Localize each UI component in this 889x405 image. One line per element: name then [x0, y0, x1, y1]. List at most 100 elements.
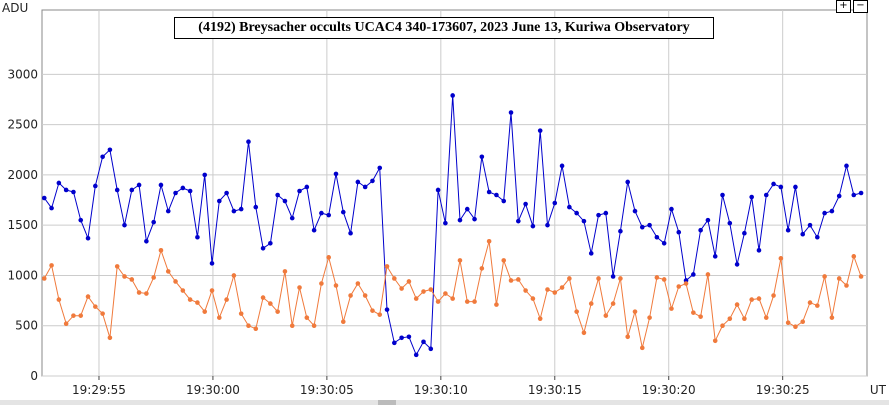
data-point [829, 315, 835, 320]
data-point [406, 334, 412, 340]
y-tick-label: 3000 [7, 67, 38, 81]
data-point [450, 296, 455, 301]
data-point [486, 238, 492, 244]
y-tick-label: 1000 [7, 268, 38, 282]
data-point [421, 289, 426, 294]
data-point [844, 283, 849, 288]
data-point [829, 208, 835, 214]
data-point [756, 296, 762, 301]
x-tick-label: 19:30:20 [642, 383, 696, 397]
data-point [647, 315, 652, 320]
data-point [793, 324, 798, 330]
data-point [238, 206, 244, 212]
data-point [282, 269, 288, 274]
data-point [756, 248, 762, 253]
data-point [326, 255, 331, 260]
data-point [136, 182, 142, 188]
data-point [705, 272, 711, 277]
data-point [370, 178, 375, 184]
data-point [195, 234, 200, 240]
data-point [355, 281, 361, 286]
data-point [224, 297, 229, 302]
data-point [289, 215, 295, 221]
data-point [114, 187, 120, 193]
data-point [187, 188, 193, 194]
data-point [705, 217, 711, 223]
data-point [421, 339, 426, 345]
data-point [49, 205, 54, 211]
data-point [41, 195, 47, 201]
data-point [100, 311, 105, 316]
data-point [268, 240, 273, 246]
data-point [319, 210, 324, 216]
y-tick-label: 500 [15, 319, 38, 333]
x-tick-label: 19:30:15 [528, 383, 582, 397]
data-point [144, 238, 149, 244]
data-point [793, 184, 798, 190]
data-point [669, 306, 674, 311]
data-point [319, 281, 324, 286]
data-point [443, 291, 448, 296]
data-point [603, 313, 609, 318]
data-point [494, 192, 499, 198]
data-point [610, 301, 616, 306]
data-point [625, 334, 631, 340]
data-point [114, 264, 120, 269]
data-point [49, 263, 54, 268]
data-point [698, 227, 703, 233]
data-point [392, 340, 397, 346]
zoom-in-button[interactable]: + [836, 0, 851, 13]
data-point [683, 281, 689, 286]
data-point [844, 163, 849, 169]
data-point [231, 208, 237, 214]
data-point [545, 222, 550, 228]
data-point [311, 227, 317, 233]
data-point [567, 204, 572, 210]
data-point [537, 128, 543, 133]
data-point [698, 314, 703, 319]
data-point [326, 212, 331, 218]
data-point [625, 179, 631, 185]
zoom-out-button[interactable]: − [853, 0, 868, 13]
data-point [362, 293, 368, 298]
plot-area [41, 9, 868, 377]
chart-title: (4192) Breysacher occults UCAC4 340-1736… [174, 17, 714, 39]
data-point [406, 279, 412, 284]
data-point [165, 208, 171, 214]
x-tick-label: 19:30:00 [186, 383, 240, 397]
data-point [253, 204, 259, 210]
data-point [107, 147, 113, 153]
data-point [399, 286, 404, 291]
data-point [494, 302, 499, 307]
data-point [464, 299, 470, 304]
data-point [530, 223, 536, 229]
data-point [41, 276, 47, 281]
x-axis-label: UT [870, 383, 887, 397]
data-point [486, 189, 492, 195]
data-point [472, 216, 477, 222]
data-point [479, 154, 485, 160]
data-point [333, 283, 339, 288]
data-point [559, 163, 565, 169]
data-point [63, 321, 69, 327]
data-point [71, 189, 76, 195]
data-point [785, 320, 791, 326]
y-tick-label: 2500 [7, 118, 38, 132]
data-point [822, 210, 827, 216]
data-point [180, 288, 186, 293]
data-point [238, 311, 244, 316]
data-point [443, 220, 448, 226]
data-point [282, 198, 288, 204]
data-point [333, 171, 339, 177]
scrollbar [0, 400, 889, 405]
data-point [516, 218, 521, 224]
data-point [63, 187, 69, 193]
data-point [122, 222, 127, 228]
data-point [413, 296, 419, 301]
data-point [778, 256, 784, 261]
data-point [669, 206, 674, 212]
data-point [552, 290, 558, 295]
x-tick-label: 19:30:10 [414, 383, 468, 397]
